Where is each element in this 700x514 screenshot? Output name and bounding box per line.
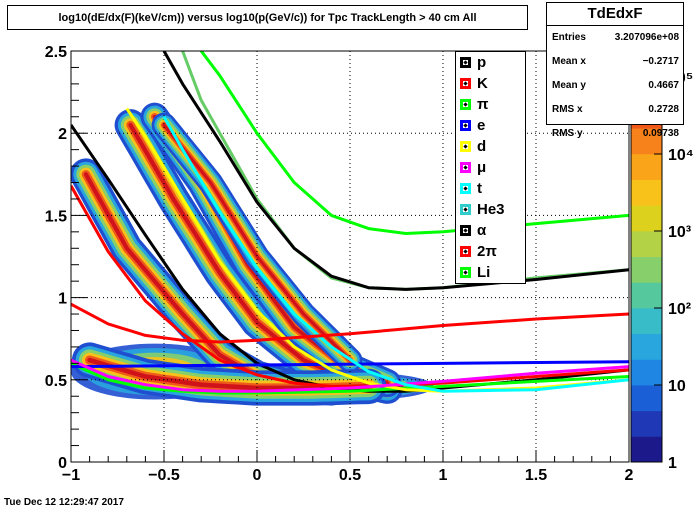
color-bar-cell <box>631 179 662 206</box>
y-tick-label: 2.5 <box>45 44 67 61</box>
color-bar-cell <box>631 384 662 412</box>
legend-marker-icon <box>460 267 471 278</box>
color-bar-cell <box>631 205 662 232</box>
color-bar-cell <box>631 359 662 386</box>
stats-value: −0.2717 <box>642 56 679 67</box>
x-tick-label: 1 <box>439 467 448 484</box>
curve-e <box>71 360 629 369</box>
color-bar-cell <box>631 307 662 335</box>
legend-label: μ <box>477 159 487 176</box>
x-tick-label: 2 <box>625 467 634 484</box>
density-band <box>162 123 352 362</box>
chart-title: log10(dE/dx(F)(keV/cm)) versus log10(p(G… <box>7 5 528 30</box>
stats-row: RMS x 0.2728 <box>547 98 683 122</box>
color-bar-label: 10 <box>668 378 686 395</box>
stats-value: 0.4667 <box>648 80 679 91</box>
legend-marker-icon <box>460 78 471 89</box>
color-bar-label: 1 <box>668 455 677 472</box>
color-bar-cell <box>631 128 662 155</box>
stats-row: Entries 3.207096e+08 <box>547 26 683 50</box>
legend-marker-icon <box>460 120 471 131</box>
curve-π <box>71 362 629 395</box>
curves <box>71 51 629 395</box>
x-tick-label: 1.5 <box>525 467 547 484</box>
legend-marker-icon <box>460 99 471 110</box>
y-tick-label: 2 <box>58 126 67 143</box>
stats-row: RMS y 0.09738 <box>547 122 683 146</box>
legend-label: He3 <box>477 201 505 218</box>
legend-marker-icon <box>460 183 471 194</box>
legend-label: p <box>477 54 487 71</box>
stats-label: RMS x <box>552 104 583 115</box>
legend-marker-icon <box>460 204 471 215</box>
stats-value: 3.207096e+08 <box>614 32 679 43</box>
curve-α <box>162 51 629 291</box>
legend-item: π <box>456 94 488 115</box>
date-stamp: Tue Dec 12 12:29:47 2017 <box>4 497 124 508</box>
y-tick-label: 0.5 <box>45 373 67 390</box>
curve-t <box>162 116 629 393</box>
legend-item: μ <box>456 157 486 178</box>
color-bar-cell <box>631 410 662 437</box>
axes: −1 −0.5 0 0.5 1 1.5 2 0 0.5 1 1.5 2 2.5 <box>45 44 634 484</box>
legend-item: 2π <box>456 241 497 262</box>
legend-item: Li <box>456 262 490 283</box>
legend-item: t <box>456 178 482 199</box>
legend-label: d <box>477 138 487 155</box>
curve-K <box>71 185 629 388</box>
color-bar-cell <box>631 436 662 463</box>
curve-μ <box>71 358 629 393</box>
color-bar-cell <box>631 256 662 283</box>
x-tick-label: 0 <box>253 467 262 484</box>
legend-item: α <box>456 220 486 241</box>
legend-marker-icon <box>460 225 471 236</box>
x-tick-label: 0.5 <box>339 467 361 484</box>
legend-label: 2π <box>477 243 497 260</box>
stats-label: RMS y <box>552 128 583 139</box>
stats-box: TdEdxF Entries 3.207096e+08 Mean x −0.2717… <box>546 2 684 139</box>
legend-label: e <box>477 117 486 134</box>
color-bar-label: 10⁴ <box>668 147 694 164</box>
legend-item: He3 <box>456 199 505 220</box>
color-bar-cell <box>631 333 662 360</box>
stats-row: Mean x −0.2717 <box>547 50 683 74</box>
stats-value: 0.2728 <box>648 104 679 115</box>
color-bar-cell <box>631 230 662 257</box>
legend-marker-icon <box>460 246 471 257</box>
color-bar-cell <box>631 282 662 309</box>
stats-label: Mean y <box>552 80 586 91</box>
stats-label: Mean x <box>552 56 586 67</box>
x-tick-label: −0.5 <box>148 467 180 484</box>
y-tick-label: 1 <box>58 291 67 308</box>
legend-item: d <box>456 136 486 157</box>
legend-item: e <box>456 115 485 136</box>
stats-value: 0.09738 <box>642 128 679 139</box>
y-tick-label: 0 <box>58 455 67 472</box>
x-tick-label: −1 <box>62 467 80 484</box>
curve-2π <box>71 302 629 344</box>
legend-marker-icon <box>460 57 471 68</box>
stats-name: TdEdxF <box>547 3 683 26</box>
legend-label: t <box>477 180 482 197</box>
legend-item: p <box>456 52 486 73</box>
legend-label: Li <box>477 264 491 281</box>
stats-row: Mean y 0.4667 <box>547 74 683 98</box>
legend-label: π <box>477 96 489 113</box>
color-bar-label: 10³ <box>668 224 691 241</box>
legend-item: K <box>456 73 488 94</box>
legend-marker-icon <box>460 162 471 173</box>
color-bar-cell <box>631 153 662 180</box>
curve-p <box>71 124 629 393</box>
legend-label: K <box>477 75 488 92</box>
legend-label: α <box>477 222 487 239</box>
y-tick-label: 1.5 <box>45 208 67 225</box>
stats-label: Entries <box>552 32 586 43</box>
color-bar-label: 10² <box>668 301 691 318</box>
legend-marker-icon <box>460 141 471 152</box>
